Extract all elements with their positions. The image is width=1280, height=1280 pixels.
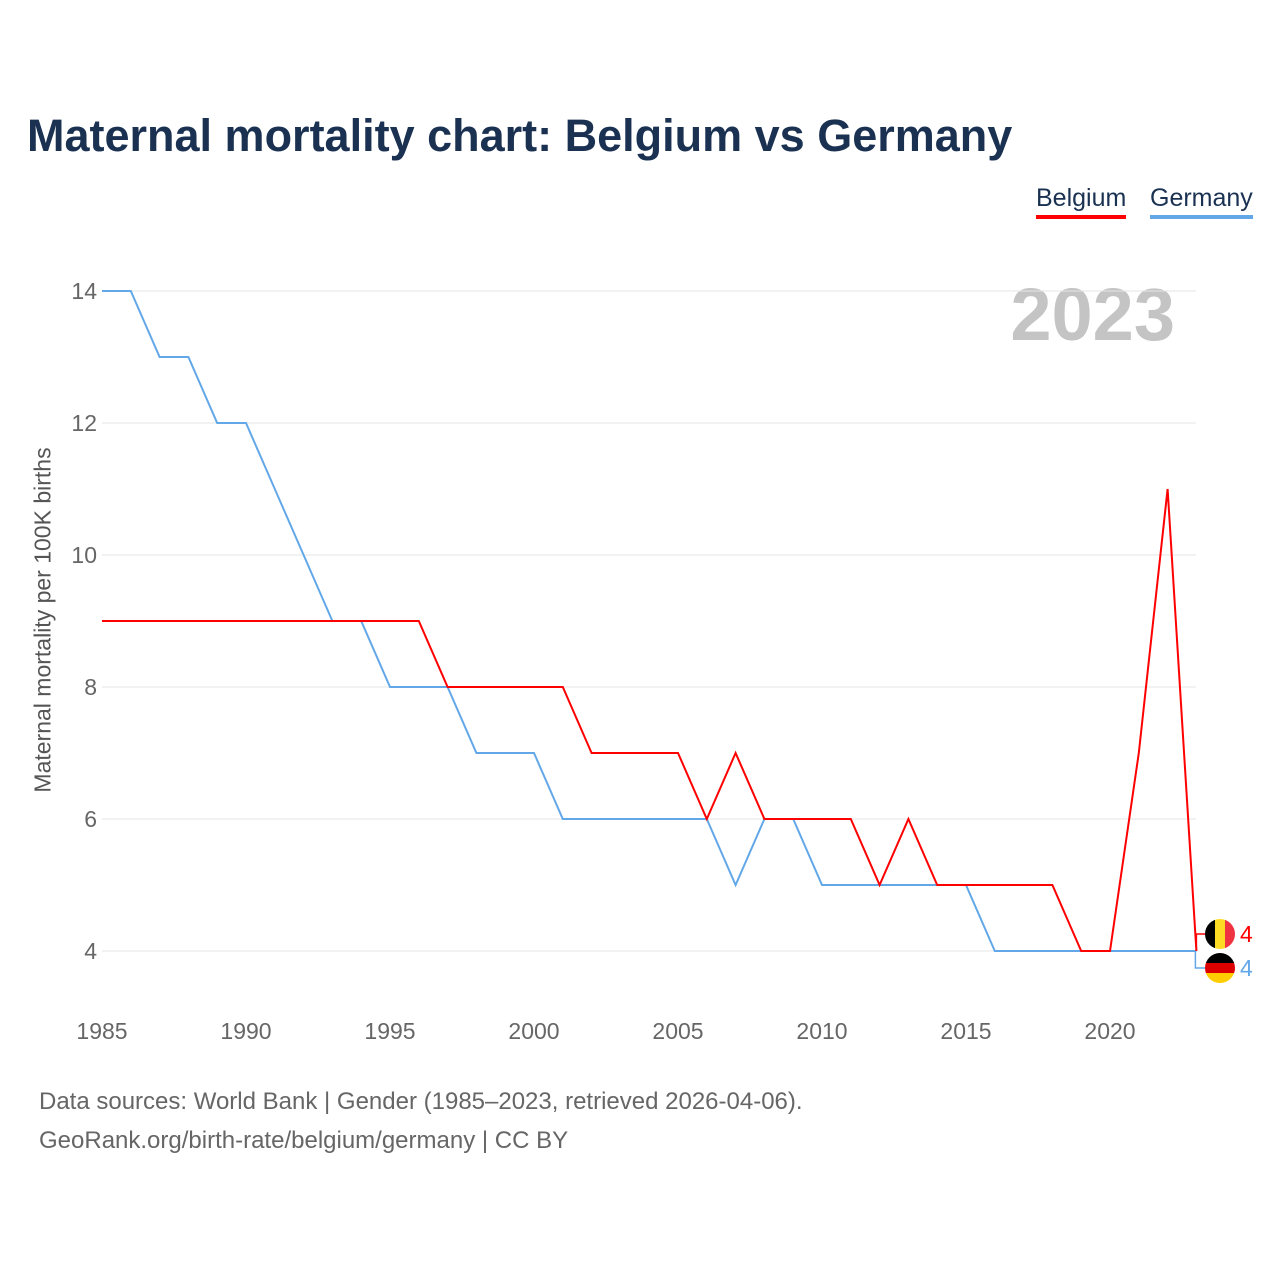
x-tick-label: 1995 xyxy=(364,1018,415,1044)
x-tick-label: 2015 xyxy=(940,1018,991,1044)
y-tick-label: 10 xyxy=(71,542,97,568)
x-tick-label: 2010 xyxy=(796,1018,847,1044)
y-tick-label: 6 xyxy=(84,806,97,832)
year-watermark: 2023 xyxy=(1010,273,1175,356)
legend-belgium[interactable]: Belgium xyxy=(1036,184,1127,219)
y-tick-label: 14 xyxy=(71,278,97,304)
y-tick-label: 12 xyxy=(71,410,97,436)
germany-end-value: 4 xyxy=(1240,955,1253,981)
germany-leader-line xyxy=(1194,951,1206,969)
legend-germany[interactable]: Germany xyxy=(1150,184,1253,219)
source-url[interactable]: GeoRank.org/birth-rate/belgium/germany |… xyxy=(39,1127,569,1154)
source-text: Data sources: World Bank | Gender (1985–… xyxy=(39,1088,803,1115)
x-tick-label: 1990 xyxy=(220,1018,271,1044)
chart-title: Maternal mortality chart: Belgium vs Ger… xyxy=(27,110,1013,161)
belgium-leader-line xyxy=(1195,933,1206,951)
x-tick-label: 2005 xyxy=(652,1018,703,1044)
y-tick-label: 4 xyxy=(84,938,97,964)
belgium-end-value: 4 xyxy=(1240,921,1253,947)
x-tick-label: 1985 xyxy=(76,1018,127,1044)
series-line-germany xyxy=(102,290,1197,952)
series-line-belgium xyxy=(102,488,1198,952)
belgium-flag-icon xyxy=(1205,919,1235,949)
x-tick-label: 2000 xyxy=(508,1018,559,1044)
x-tick-label: 2020 xyxy=(1084,1018,1135,1044)
germany-flag-icon xyxy=(1205,953,1235,983)
y-tick-label: 8 xyxy=(84,674,97,700)
